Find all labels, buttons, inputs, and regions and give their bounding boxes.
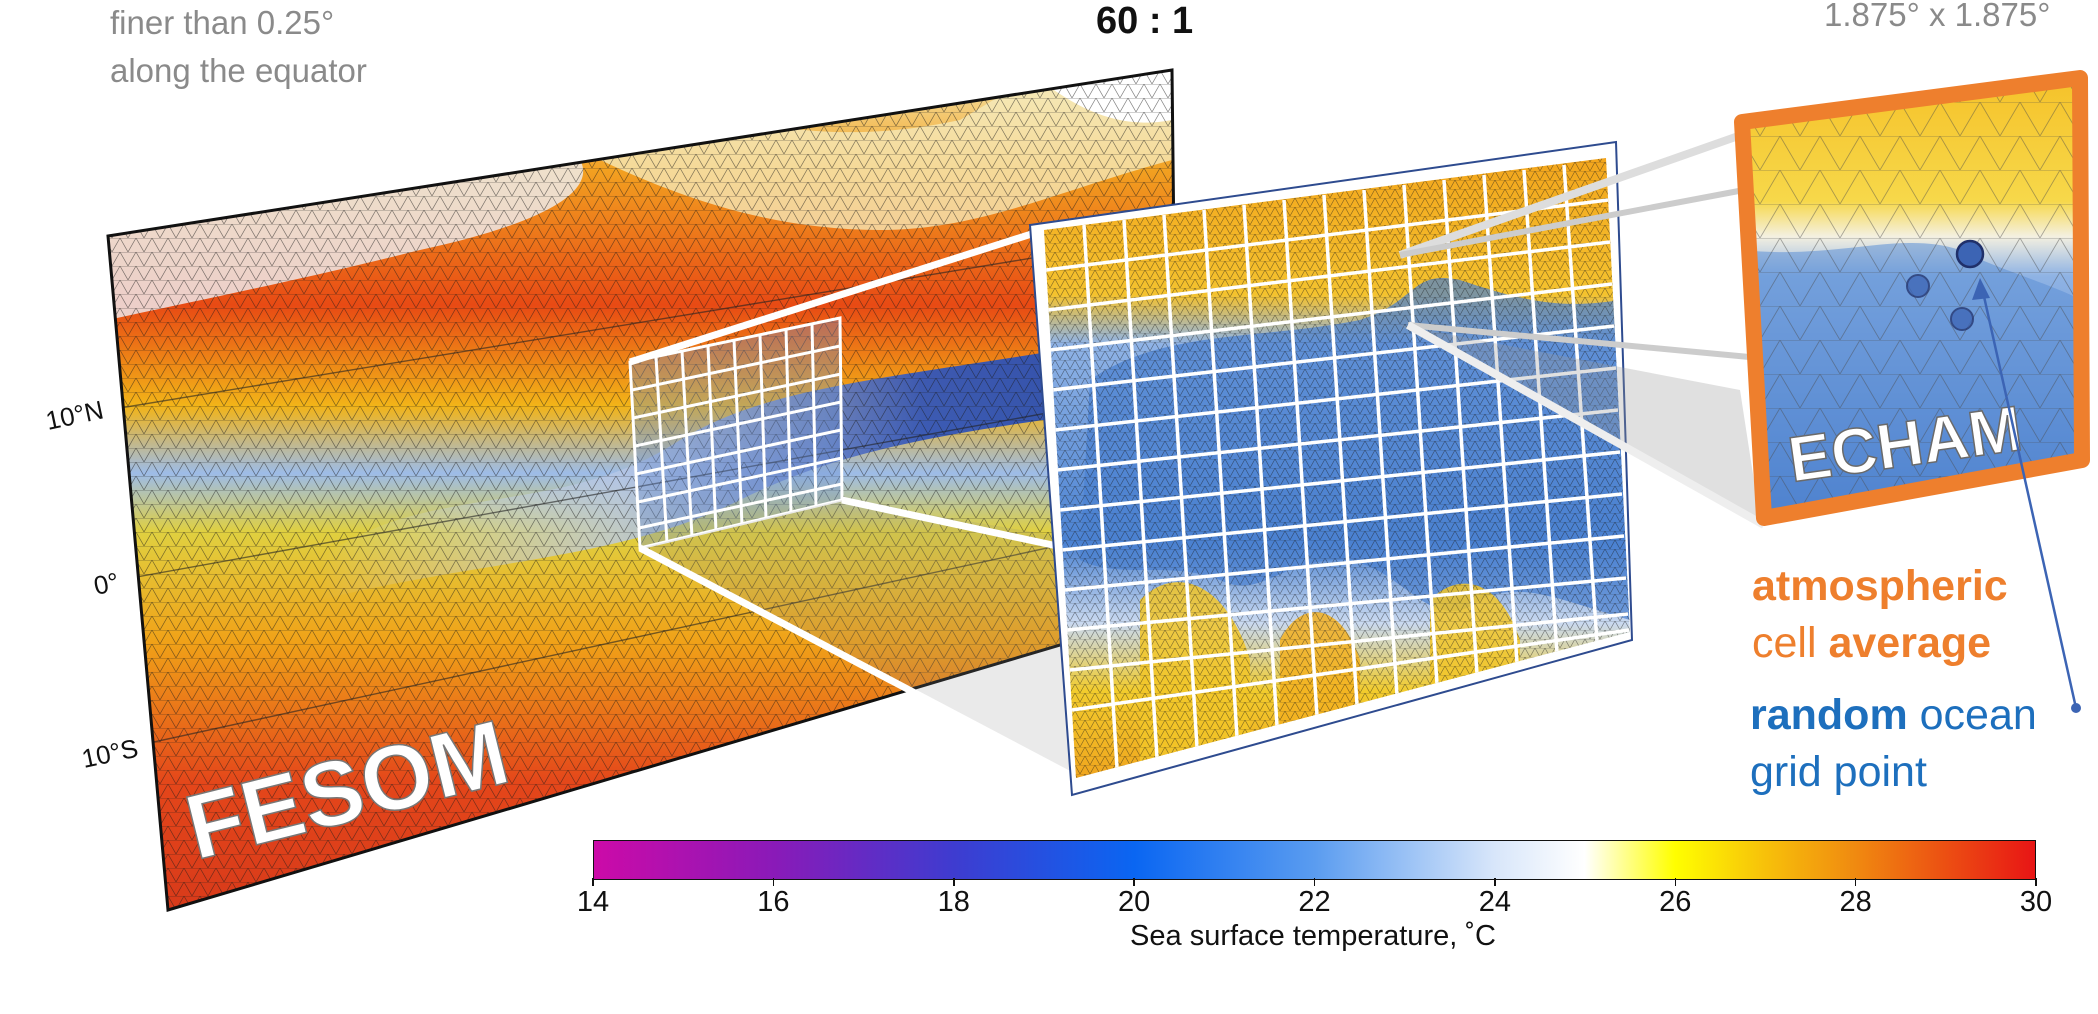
fesom-resolution-note-line1: finer than 0.25° — [110, 4, 335, 41]
colorbar-tick-mark — [2035, 878, 2037, 886]
colorbar-label: Sea surface temperature, ˚C — [1130, 920, 1496, 952]
ocean-grid-point-marker — [1950, 307, 1974, 331]
colorbar-tick-mark — [1494, 878, 1496, 886]
colorbar-tick-mark — [1133, 878, 1135, 886]
colorbar-tick-label: 26 — [1659, 886, 1692, 918]
colorbar-tick-mark — [1854, 878, 1857, 886]
fesom-map-panel — [106, 68, 1180, 912]
resolution-ratio: 60 : 1 — [1096, 0, 1194, 42]
atmospheric-cell-average-label-line2: cell average — [1752, 619, 1992, 667]
fesom-zoom-panel — [1028, 140, 1634, 797]
lat-label-10s: 10°S — [79, 733, 141, 774]
echam-connector-lines — [1398, 130, 1766, 529]
colorbar-tick-label: 24 — [1478, 886, 1512, 918]
random-ocean-grid-point — [1955, 239, 1985, 269]
ocean-grid-point-marker — [1906, 274, 1930, 298]
colorbar-tick-label: 22 — [1298, 886, 1331, 918]
atmospheric-cell-average-label-line1: atmospheric — [1752, 562, 2008, 610]
lat-label-0: 0° — [91, 566, 122, 601]
colorbar-tick-mark — [592, 878, 594, 886]
colorbar-tick-mark — [953, 878, 955, 886]
echam-resolution-note: 1.875° x 1.875° — [1824, 0, 2051, 33]
colorbar-tick-label: 16 — [757, 886, 790, 918]
fesom-resolution-note-line2: along the equator — [110, 52, 367, 89]
colorbar-tick-mark — [1313, 878, 1316, 886]
colorbar-tick-mark — [1674, 878, 1676, 886]
colorbar-tick-label: 30 — [2019, 886, 2053, 918]
ocean-point-arrow — [1972, 278, 2081, 713]
sst-colorbar — [593, 840, 2036, 880]
colorbar-tick-mark — [772, 878, 775, 886]
echam-cell-panel: ECHAM — [1734, 70, 2090, 526]
lat-label-10n: 10°N — [43, 394, 106, 435]
colorbar-tick-label: 14 — [576, 886, 610, 918]
colorbar-tick-label: 18 — [937, 886, 970, 918]
colorbar-tick-label: 20 — [1117, 886, 1151, 918]
colorbar-tick-label: 28 — [1839, 886, 1872, 918]
random-ocean-grid-point-label-line2: grid point — [1750, 748, 1927, 796]
random-ocean-grid-point-label-line1: random ocean — [1750, 691, 2037, 739]
fesom-coupling-subregion — [628, 316, 844, 550]
